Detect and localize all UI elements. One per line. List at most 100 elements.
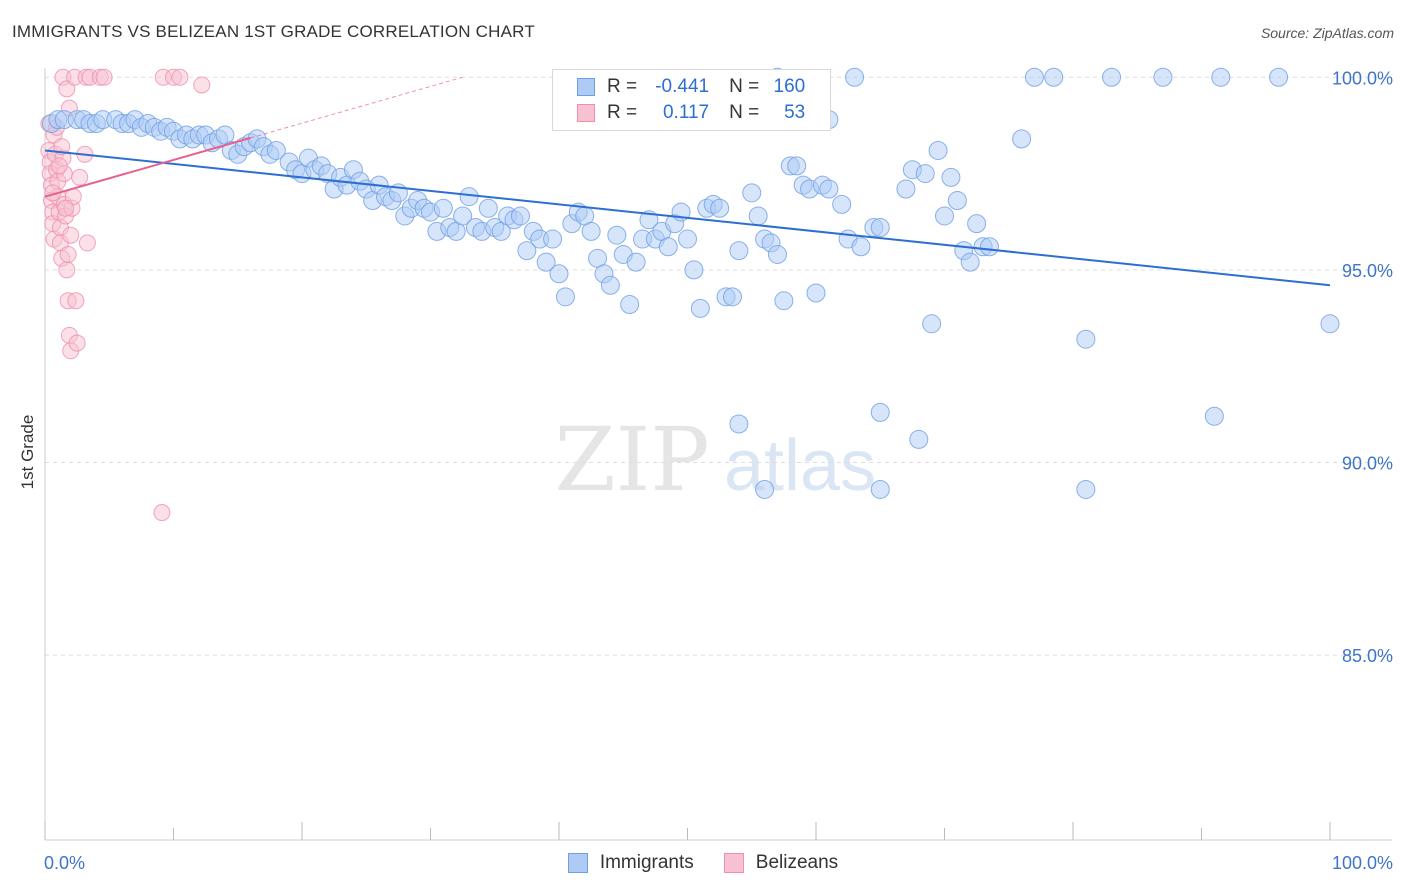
stats-row-immigrants: R = -0.441 N = 160 (577, 74, 805, 100)
y-axis-label: 1st Grade (18, 414, 37, 490)
immigrants-point (915, 164, 935, 184)
immigrants-swatch (577, 78, 595, 96)
n-value: 160 (773, 76, 806, 97)
immigrants-point (941, 167, 961, 187)
immigrants-point (1204, 406, 1224, 426)
immigrants-point (1044, 67, 1064, 87)
immigrants-point (607, 225, 627, 245)
trend-lines (44, 76, 1331, 287)
watermark: ZIP atlas (554, 408, 876, 511)
series-legend: Immigrants Belizeans (0, 852, 1406, 874)
n-value: 53 (784, 102, 806, 123)
immigrants-point (517, 241, 537, 261)
belizeans-trend-extension (250, 76, 463, 139)
source-credit: Source: ZipAtlas.com (1260, 25, 1394, 41)
legend-item-immigrants[interactable]: Immigrants (567, 852, 694, 874)
immigrants-point (742, 183, 762, 203)
immigrants-point (1269, 67, 1289, 87)
stats-legend: R = -0.441 N = 160 R = 0.117 N = 53 (552, 69, 831, 131)
immigrants-point (690, 298, 710, 318)
x-tick-labels: 0.0% 100.0% (44, 853, 1393, 873)
immigrants-points (41, 67, 1340, 499)
immigrants-point (459, 187, 479, 207)
immigrants-point (536, 252, 556, 272)
immigrants-point (1153, 67, 1173, 87)
immigrants-point (922, 314, 942, 334)
immigrants-point (1320, 314, 1340, 334)
x-tick-label: 0.0% (44, 853, 85, 873)
belizeans-point (59, 245, 77, 263)
belizeans-point (153, 504, 171, 522)
immigrants-point (819, 179, 839, 199)
belizeans-point (71, 168, 89, 186)
legend-label: Immigrants (599, 852, 694, 873)
belizeans-point (57, 199, 75, 217)
r-label: R = (607, 76, 638, 97)
y-tick-labels: 100.0% 95.0% 90.0% 85.0% (1332, 68, 1393, 666)
immigrants-point (947, 191, 967, 211)
immigrants-point (851, 237, 871, 257)
n-label: N = (729, 102, 760, 123)
immigrants-point (581, 221, 601, 241)
immigrants-point (600, 275, 620, 295)
immigrants-point (510, 206, 530, 226)
belizeans-point (58, 261, 76, 279)
stats-row-belizeans: R = 0.117 N = 53 (577, 100, 805, 126)
legend-label: Belizeans (755, 852, 839, 873)
immigrants-point (870, 479, 890, 499)
immigrants-point (1012, 129, 1032, 149)
immigrants-point (870, 217, 890, 237)
x-tick-label: 100.0% (1332, 853, 1393, 873)
immigrants-point (453, 206, 473, 226)
immigrants-point (543, 229, 563, 249)
y-tick-label: 90.0% (1342, 453, 1393, 473)
immigrants-point (1076, 329, 1096, 349)
belizeans-point (68, 334, 86, 352)
immigrants-point (1024, 67, 1044, 87)
belizeans-points (40, 68, 211, 522)
belizeans-point (50, 157, 68, 175)
immigrants-point (658, 237, 678, 257)
immigrants-point (710, 198, 730, 218)
immigrants-point (678, 229, 697, 249)
immigrants-point (806, 283, 826, 303)
immigrants-point (935, 206, 954, 226)
r-value: -0.441 (655, 76, 710, 97)
r-value: 0.117 (662, 102, 710, 123)
immigrants-point (755, 479, 775, 499)
belizeans-point (95, 68, 113, 86)
immigrants-point (1211, 67, 1231, 87)
grid-lines (45, 76, 1392, 656)
immigrants-point (870, 402, 890, 422)
belizeans-trend-line (44, 136, 251, 198)
y-tick-label: 100.0% (1332, 68, 1393, 88)
belizeans-swatch (723, 853, 744, 873)
immigrants-point (967, 214, 987, 234)
y-tick-label: 95.0% (1342, 261, 1393, 281)
immigrants-point (774, 291, 794, 311)
belizeans-point (78, 234, 96, 252)
immigrants-point (832, 194, 852, 214)
immigrants-point (620, 295, 640, 315)
immigrants-point (896, 179, 916, 199)
immigrants-point (1076, 479, 1096, 499)
immigrants-point (729, 241, 749, 261)
immigrants-point (549, 264, 569, 284)
immigrants-point (979, 237, 999, 257)
immigrants-point (433, 198, 453, 218)
immigrants-point (722, 287, 742, 307)
immigrants-point (1102, 67, 1122, 87)
immigrants-point (748, 206, 768, 226)
watermark-zip: ZIP (554, 408, 709, 511)
immigrants-point (684, 260, 704, 280)
belizeans-point (193, 76, 211, 94)
immigrants-point (266, 140, 286, 160)
immigrants-swatch (567, 853, 588, 873)
y-tick-label: 85.0% (1342, 646, 1393, 666)
immigrants-point (845, 67, 865, 87)
immigrants-point (729, 414, 749, 434)
legend-item-belizeans[interactable]: Belizeans (723, 852, 839, 874)
immigrants-point (928, 140, 948, 160)
immigrants-point (478, 198, 498, 218)
